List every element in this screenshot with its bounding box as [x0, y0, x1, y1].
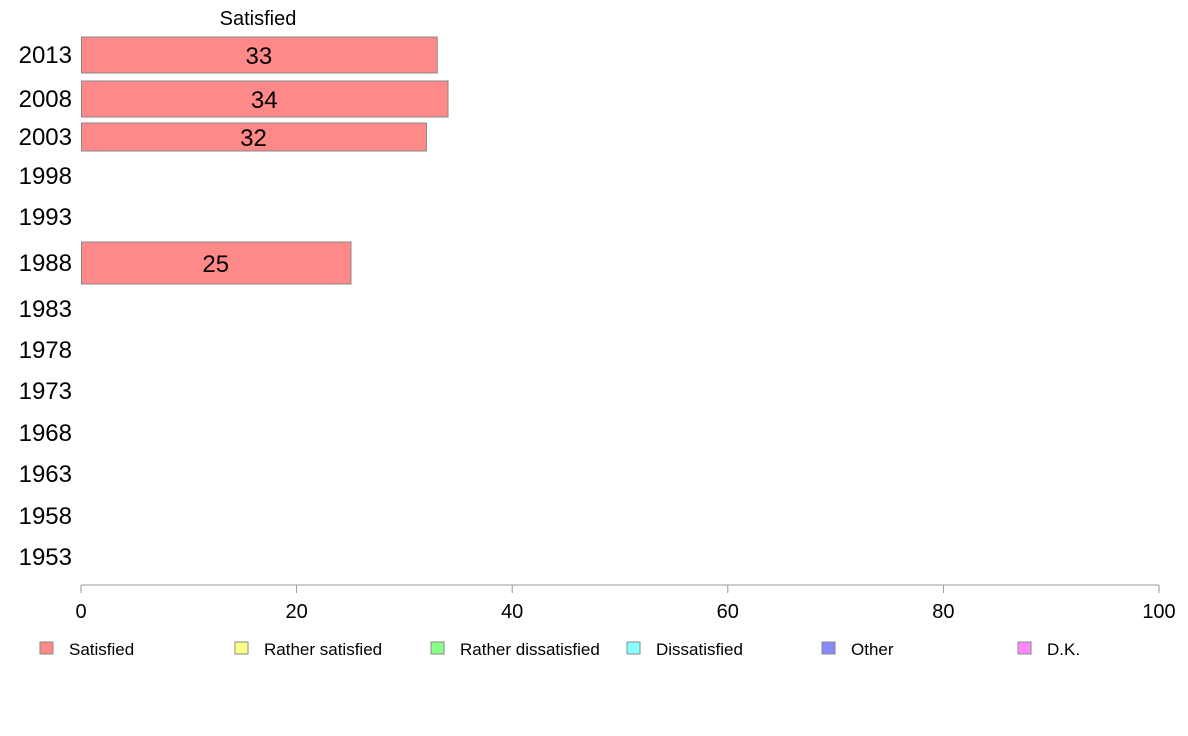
data-label: 34: [251, 87, 278, 114]
category-label: 1978: [19, 337, 72, 364]
x-tick-label: 40: [501, 601, 523, 623]
legend-swatch: [626, 641, 641, 655]
x-tick-label: 0: [75, 601, 86, 623]
bar: [81, 241, 352, 285]
category-label: 2003: [19, 124, 72, 151]
legend-swatch: [39, 641, 54, 655]
data-label: 33: [246, 43, 273, 70]
bar: [81, 80, 449, 118]
category-label: 2013: [19, 42, 72, 69]
category-label: 2008: [19, 86, 72, 113]
x-tick-label: 60: [717, 601, 739, 623]
category-label: 1983: [19, 296, 72, 323]
x-tick-label: 100: [1142, 601, 1175, 623]
category-label: 1963: [19, 461, 72, 488]
legend-label: Dissatisfied: [656, 640, 743, 659]
series-header-label: Satisfied: [220, 8, 297, 30]
x-tick-label: 80: [932, 601, 954, 623]
legend-swatch: [1017, 641, 1032, 655]
category-label: 1998: [19, 163, 72, 190]
data-label: 25: [202, 251, 229, 278]
legend-label: Rather satisfied: [264, 640, 382, 659]
category-label: 1953: [19, 544, 72, 571]
category-label: 1993: [19, 204, 72, 231]
category-label: 1968: [19, 420, 72, 447]
data-labels-layer: 33 34 32 25: [202, 43, 277, 278]
legend-label: Rather dissatisfied: [460, 640, 600, 659]
legend-label: Other: [851, 640, 894, 659]
legend: Satisfied Rather satisfied Rather dissatis…: [39, 640, 1080, 659]
legend-label: Satisfied: [69, 640, 134, 659]
legend-swatch: [430, 641, 445, 655]
x-tick-label: 20: [285, 601, 307, 623]
legend-swatch: [821, 641, 836, 655]
legend-swatch: [234, 641, 249, 655]
legend-label: D.K.: [1047, 640, 1080, 659]
category-label: 1988: [19, 250, 72, 277]
data-label: 32: [240, 125, 267, 152]
bars-layer: [81, 36, 449, 285]
category-label: 1958: [19, 503, 72, 530]
category-label: 1973: [19, 378, 72, 405]
bar: [81, 122, 427, 152]
bar: [81, 36, 438, 74]
category-labels: 2013 2008 2003 1998 1993 1988 1983 1978 1973 1968…: [19, 42, 72, 571]
x-axis: 0 20 40 60 80 100: [75, 584, 1176, 623]
